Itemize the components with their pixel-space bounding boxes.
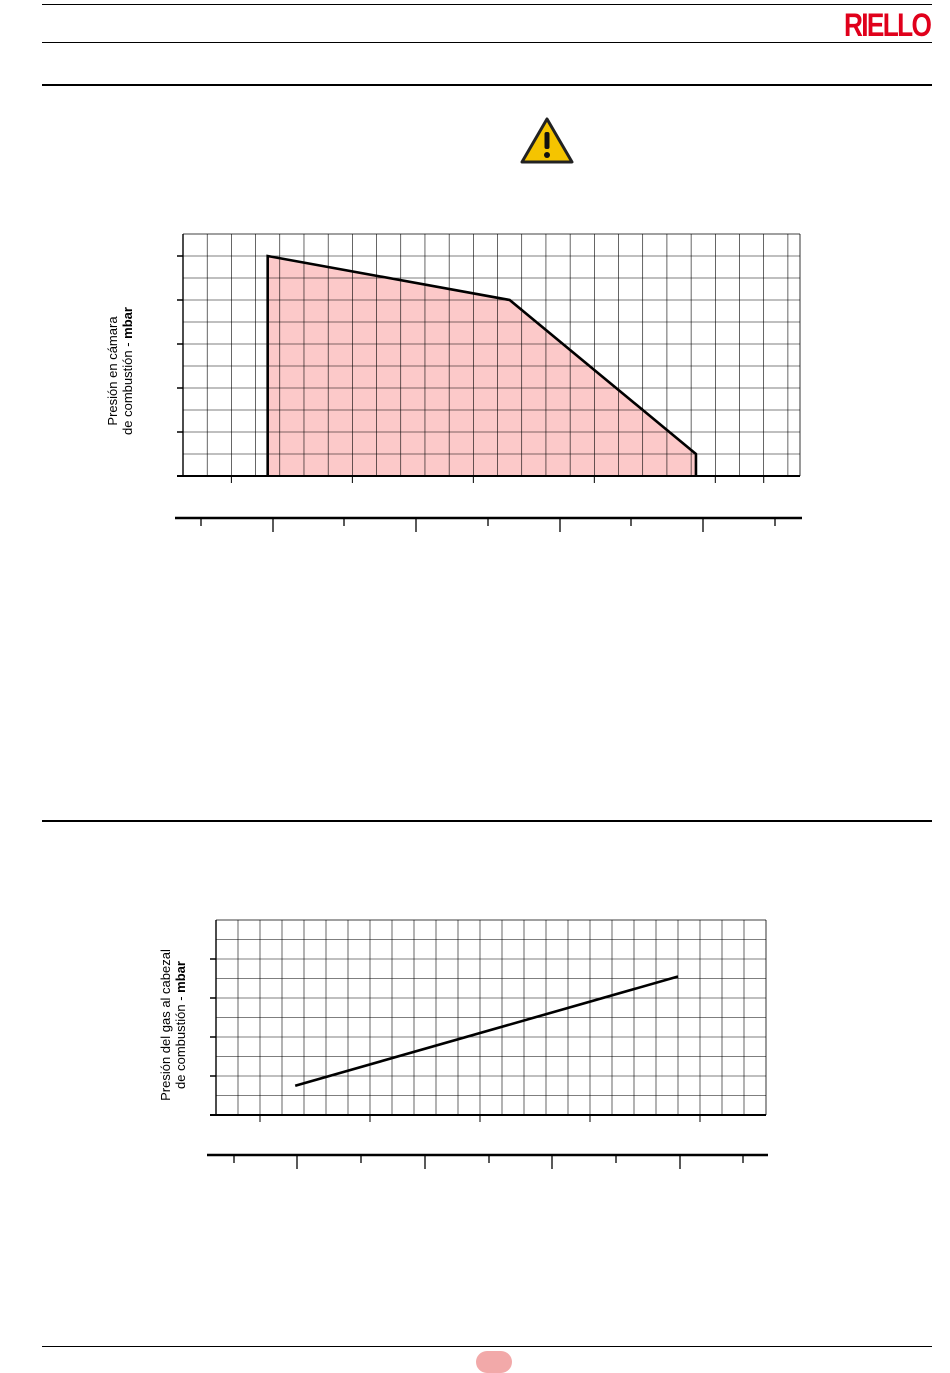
header-middle-rule (42, 42, 932, 43)
chart-area-outline (266, 254, 698, 476)
chart1-plot (175, 233, 802, 532)
header-bottom-rule (42, 84, 932, 86)
header-top-rule (42, 4, 932, 5)
footer-rule (42, 1346, 932, 1347)
page-number-badge (476, 1351, 512, 1373)
chart-series-line (294, 975, 679, 1088)
riello-logo: RIELLO (843, 7, 932, 43)
chart2-plot (207, 919, 768, 1169)
section-rule (42, 820, 932, 822)
warning-triangle-icon (519, 116, 575, 171)
